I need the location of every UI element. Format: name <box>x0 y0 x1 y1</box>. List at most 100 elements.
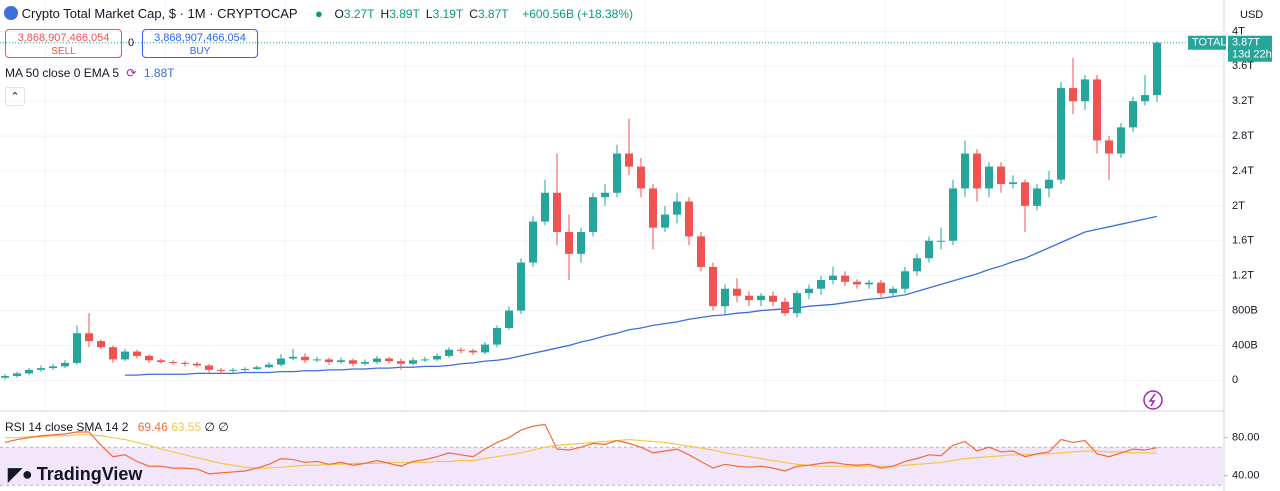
candle-body <box>145 355 153 361</box>
candle-body <box>649 188 657 228</box>
candle-body <box>1069 88 1077 102</box>
candle-body <box>889 288 897 294</box>
y-tick-label: 2T <box>1232 200 1245 212</box>
candle-body <box>937 240 945 242</box>
candle-body <box>853 281 861 285</box>
candle-body <box>925 240 933 259</box>
ma-name: MA 50 close 0 EMA 5 <box>5 66 120 80</box>
candle-body <box>805 288 813 294</box>
candle-body <box>265 364 273 368</box>
candle-body <box>1081 79 1089 102</box>
y-tick-label: 400B <box>1232 339 1258 351</box>
candle-body <box>457 349 465 351</box>
candle-body <box>1105 140 1113 154</box>
candle-body <box>385 358 393 362</box>
candle-body <box>841 275 849 282</box>
rsi-line <box>4 423 1158 475</box>
candle-body <box>505 310 513 328</box>
ohlc-key: C <box>469 7 478 21</box>
last-price-box <box>1228 35 1272 62</box>
ma-settings-icon[interactable]: ⟳ <box>126 66 137 80</box>
change: +600.56B (+18.38%) <box>522 7 633 21</box>
candle-body <box>205 365 213 370</box>
ohlc-key: H <box>380 7 390 21</box>
collapse-button[interactable]: ⌃ <box>5 87 25 106</box>
candle-body <box>481 344 489 353</box>
buy-label: BUY <box>189 46 211 57</box>
last-price: 3.87T <box>1232 37 1260 49</box>
candle-body <box>409 360 417 364</box>
candle-body <box>1021 182 1029 206</box>
candle-body <box>37 368 45 370</box>
candle-body <box>73 333 81 363</box>
brand-logo: ◤● <box>8 464 33 484</box>
candle-body <box>601 192 609 198</box>
candle-body <box>1033 188 1041 206</box>
candle-body <box>637 166 645 189</box>
candle-body <box>121 351 129 360</box>
rsi-sma-value: 63.55 <box>171 420 202 434</box>
rsi-value: 69.46 <box>137 420 168 434</box>
sell-price: 3,868,907,466,054 <box>17 32 110 44</box>
status-dot: ● <box>315 6 323 21</box>
y-tick-label: 3.2T <box>1232 95 1254 107</box>
candle-body <box>169 362 177 364</box>
candle-body <box>781 301 789 314</box>
buy-price: 3,868,907,466,054 <box>154 32 246 44</box>
candle-body <box>469 350 477 353</box>
candle-body <box>757 295 765 301</box>
candle-body <box>349 360 357 364</box>
y-tick-label: 3.6T <box>1232 60 1254 72</box>
sell-label: SELL <box>51 46 76 57</box>
candle-body <box>685 201 693 237</box>
alert-bolt <box>1148 393 1156 407</box>
last-name-box <box>1188 35 1226 50</box>
candle-body <box>361 362 369 364</box>
candle-body <box>673 201 681 215</box>
candle-body <box>817 280 825 289</box>
rsi-legend: RSI 14 close SMA 14 2 69.46 63.55 ∅ ∅ <box>5 420 229 434</box>
ohlc-key: L <box>425 7 433 21</box>
candle-body <box>1057 88 1065 180</box>
y-tick-label: 4T <box>1232 25 1245 37</box>
candle-body <box>445 349 453 356</box>
candle-body <box>1009 182 1017 185</box>
candle-body <box>289 356 297 359</box>
ma-legend: MA 50 close 0 EMA 5 ⟳ 1.88T <box>5 66 175 80</box>
ohlc-value: 3.87T <box>477 7 509 21</box>
candle-body <box>109 347 117 360</box>
candle-body <box>901 271 909 289</box>
alert-icon[interactable] <box>1143 390 1163 410</box>
last-name: TOTAL <box>1192 37 1226 49</box>
candle-body <box>97 341 105 348</box>
candle-body <box>13 373 21 376</box>
candle-body <box>277 358 285 365</box>
candle-body <box>373 358 381 363</box>
candle-body <box>697 236 705 267</box>
buy-button[interactable]: 3,868,907,466,054 BUY <box>142 29 258 58</box>
candle-body <box>709 266 717 307</box>
ohlc-key: O <box>334 7 344 21</box>
candle-body <box>661 214 669 228</box>
candle-body <box>193 363 201 366</box>
ohlc-value: 3.89T <box>389 7 420 21</box>
y-tick-label: 40.00 <box>1232 470 1260 482</box>
candle-body <box>181 362 189 364</box>
candle-body <box>733 288 741 296</box>
candle-body <box>565 232 573 254</box>
rsi-name: RSI 14 close SMA 14 2 <box>5 420 129 434</box>
y-tick-label: 2.4T <box>1232 165 1254 177</box>
spread: 0 <box>128 37 135 49</box>
candle-body <box>433 355 441 360</box>
candle-body <box>229 369 237 371</box>
candle-body <box>49 366 57 369</box>
ohlc-value: 3.19T <box>432 7 464 21</box>
candle-body <box>1093 79 1101 141</box>
y-tick-label: 1.6T <box>1232 235 1254 247</box>
candle-body <box>553 192 561 233</box>
candle-body <box>493 328 501 345</box>
candle-body <box>241 369 249 370</box>
candle-body <box>745 295 753 301</box>
sell-button[interactable]: 3,868,907,466,054 SELL <box>5 29 122 58</box>
symbol-title: Crypto Total Market Cap, $ · 1M · CRYPTO… <box>21 6 298 21</box>
